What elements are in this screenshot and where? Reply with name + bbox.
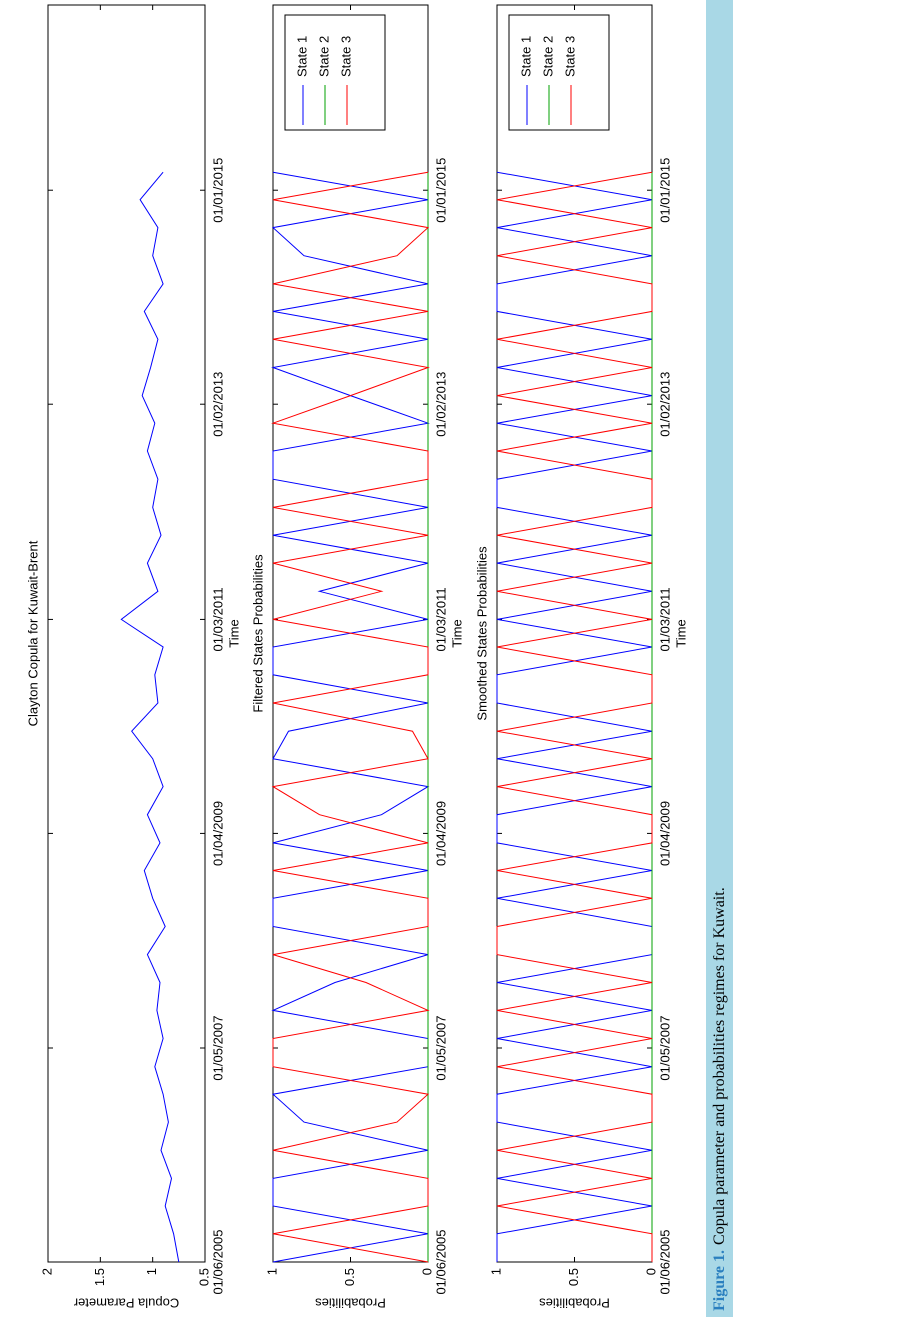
y-tick-label: 0.5 xyxy=(342,1268,357,1286)
y-tick-label: 1 xyxy=(144,1268,159,1275)
legend-label: State 3 xyxy=(562,36,577,77)
y-tick-label: 1 xyxy=(264,1268,279,1275)
plot-frame xyxy=(47,4,206,1263)
legend-box xyxy=(284,14,386,131)
x-tick-label: 01/01/2015 xyxy=(210,158,225,223)
data-line xyxy=(120,171,180,1263)
legend-label: State 1 xyxy=(294,36,309,77)
x-tick-label: 01/03/2011 xyxy=(657,587,672,651)
x-tick-label: 01/04/2009 xyxy=(657,801,672,866)
y-tick-label: 0 xyxy=(643,1268,658,1275)
x-tick-label: 01/06/2005 xyxy=(433,1229,448,1294)
x-tick-label: 01/02/2013 xyxy=(210,372,225,437)
caption-band xyxy=(706,0,733,1317)
x-axis-label: Time xyxy=(673,619,688,647)
caption-text: Copula parameter and probabilities regim… xyxy=(711,887,728,1245)
y-axis-label: Probabilities xyxy=(539,1296,610,1311)
x-tick-label: 01/06/2005 xyxy=(657,1229,672,1294)
y-tick-label: 0 xyxy=(419,1268,434,1275)
x-tick-label: 01/01/2015 xyxy=(657,158,672,223)
x-axis-label: Time xyxy=(449,619,464,647)
chart-title: Clayton Copula for Kuwait-Brent xyxy=(25,540,40,726)
x-tick-label: 01/06/2005 xyxy=(210,1229,225,1294)
x-tick-label: 01/02/2013 xyxy=(433,372,448,437)
x-tick-label: 01/05/2007 xyxy=(657,1015,672,1080)
legend-label: State 3 xyxy=(338,36,353,77)
x-tick-label: 01/04/2009 xyxy=(433,801,448,866)
legend-label: State 1 xyxy=(518,36,533,77)
caption-label: Figure 1. xyxy=(711,1250,728,1311)
y-axis-label: Copula Parameter xyxy=(73,1296,179,1311)
y-axis-label: Probabilities xyxy=(315,1296,386,1311)
data-line xyxy=(271,171,430,1263)
y-tick-label: 0.5 xyxy=(566,1268,581,1286)
legend-box xyxy=(508,14,610,131)
chart-title: Filtered States Probabilities xyxy=(250,554,265,713)
rotated-figure: Figure 1. Copula parameter and probabilit… xyxy=(25,0,733,1317)
legend-label: State 2 xyxy=(316,36,331,77)
y-tick-label: 0.5 xyxy=(196,1268,211,1286)
y-tick-label: 1.5 xyxy=(92,1268,107,1286)
x-tick-label: 01/04/2009 xyxy=(210,801,225,866)
data-line xyxy=(271,171,430,1263)
x-axis-label: Time xyxy=(226,619,241,647)
x-tick-label: 01/05/2007 xyxy=(433,1015,448,1080)
data-line xyxy=(496,171,653,1262)
y-tick-label: 1 xyxy=(488,1268,503,1275)
legend-label: State 2 xyxy=(540,36,555,77)
caption: Figure 1. Copula parameter and probabilit… xyxy=(711,887,728,1311)
y-tick-label: 2 xyxy=(39,1268,54,1275)
x-tick-label: 01/01/2015 xyxy=(433,158,448,223)
x-tick-label: 01/03/2011 xyxy=(210,587,225,651)
chart-title: Smoothed States Probabilities xyxy=(474,546,489,721)
x-tick-label: 01/05/2007 xyxy=(210,1015,225,1080)
x-tick-label: 01/02/2013 xyxy=(657,372,672,437)
x-tick-label: 01/03/2011 xyxy=(433,587,448,651)
